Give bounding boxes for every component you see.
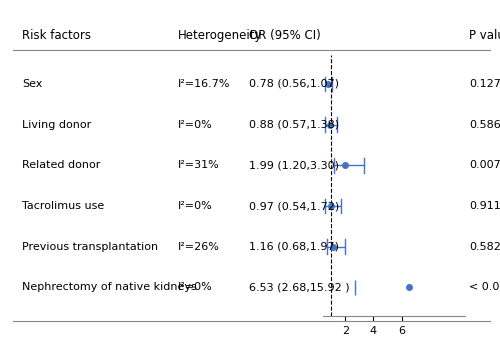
Text: 0.97 (0.54,1.72): 0.97 (0.54,1.72) [249,201,339,211]
Text: 0.582: 0.582 [469,242,500,252]
Text: Previous transplantation: Previous transplantation [22,242,158,252]
Text: I²=31%: I²=31% [178,160,219,170]
Text: 0.78 (0.56,1.07): 0.78 (0.56,1.07) [249,79,339,89]
Text: Tacrolimus use: Tacrolimus use [22,201,105,211]
Text: I²=16.7%: I²=16.7% [178,79,230,89]
Text: Related donor: Related donor [22,160,101,170]
Text: 0.127: 0.127 [469,79,500,89]
Text: I²=26%: I²=26% [178,242,220,252]
Text: 6.53 (2.68,15.92 ): 6.53 (2.68,15.92 ) [249,282,350,292]
Text: Heterogeneity: Heterogeneity [178,29,262,42]
Text: 1.16 (0.68,1.97): 1.16 (0.68,1.97) [249,242,339,252]
Text: I²=0%: I²=0% [178,201,212,211]
Text: I²=0%: I²=0% [178,282,212,292]
Text: < 0.001: < 0.001 [469,282,500,292]
Text: 0.88 (0.57,1.38): 0.88 (0.57,1.38) [249,120,339,130]
Text: 0.911: 0.911 [469,201,500,211]
Text: Risk factors: Risk factors [22,29,92,42]
Text: I²=0%: I²=0% [178,120,212,130]
Text: P value: P value [469,29,500,42]
Text: 0.586: 0.586 [469,120,500,130]
Text: 1.99 (1.20,3.30): 1.99 (1.20,3.30) [249,160,339,170]
Text: Living donor: Living donor [22,120,92,130]
Text: Sex: Sex [22,79,43,89]
Text: 0.007: 0.007 [469,160,500,170]
Text: OR (95% CI): OR (95% CI) [249,29,321,42]
Text: Nephrectomy of native kidneys: Nephrectomy of native kidneys [22,282,197,292]
